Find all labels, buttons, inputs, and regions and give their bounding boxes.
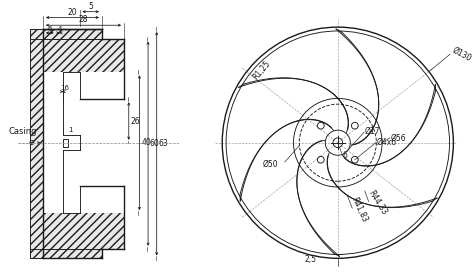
Text: R41,83: R41,83 (349, 196, 369, 224)
Text: 6: 6 (47, 26, 52, 32)
Text: 26: 26 (131, 117, 140, 125)
Bar (43, 39, 124, 99)
Text: Ø4x6: Ø4x6 (377, 138, 397, 147)
Text: Ø130: Ø130 (451, 45, 473, 63)
Text: 6: 6 (343, 151, 347, 160)
Bar (43, 186, 124, 249)
Text: e: e (29, 138, 34, 147)
Bar (29, 29, 102, 39)
Text: 16: 16 (60, 85, 69, 91)
Text: 60: 60 (150, 139, 160, 148)
Bar (29, 29, 43, 258)
Bar (43, 72, 64, 99)
Text: Ø56: Ø56 (391, 134, 406, 142)
Bar (64, 72, 124, 213)
Bar (64, 139, 68, 147)
Text: 4: 4 (57, 26, 62, 32)
Text: Ø17: Ø17 (365, 127, 381, 136)
Text: 2,5: 2,5 (305, 255, 317, 264)
Text: 5: 5 (88, 2, 93, 11)
Bar (43, 99, 64, 186)
Text: 63: 63 (159, 139, 168, 148)
Text: 20: 20 (68, 7, 77, 17)
Text: 28: 28 (79, 15, 88, 24)
Text: 40: 40 (141, 138, 151, 147)
Text: Casing: Casing (9, 127, 37, 136)
Text: R1,25: R1,25 (251, 59, 272, 82)
Text: R44,33: R44,33 (367, 188, 389, 216)
Text: Ø50: Ø50 (263, 159, 278, 168)
Bar (43, 186, 64, 213)
Text: 1: 1 (68, 127, 73, 133)
Bar (29, 249, 102, 258)
